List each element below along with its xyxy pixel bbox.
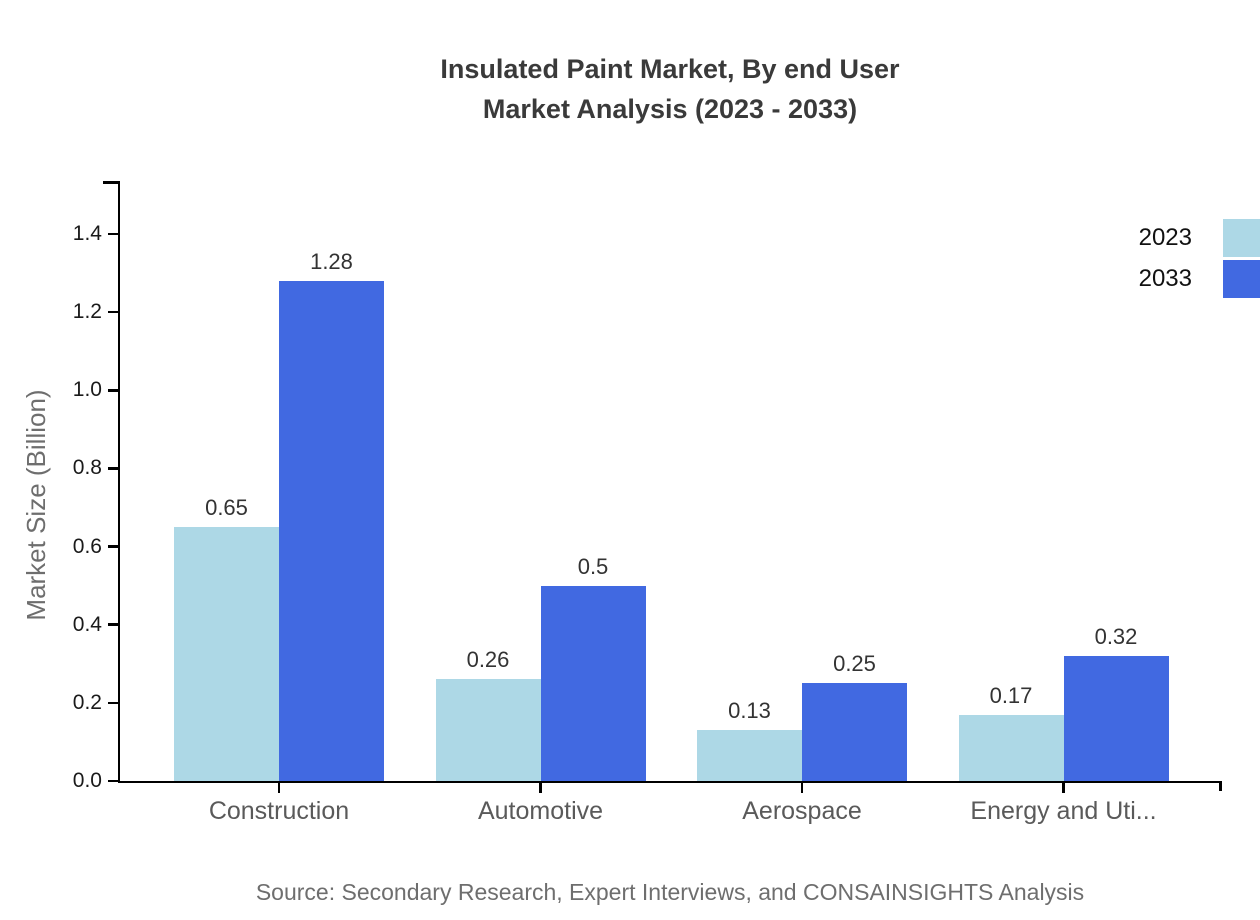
y-tick — [108, 232, 120, 236]
y-tick-label: 0.8 — [72, 456, 102, 480]
bar-2033-Energy and Uti... — [1063, 656, 1169, 781]
bar-2023-Energy and Uti... — [958, 715, 1064, 781]
legend-swatch — [1223, 219, 1260, 257]
bar-2023-Aerospace — [697, 730, 802, 781]
bar-2023-Automotive — [435, 679, 541, 781]
bar-value-label: 0.65 — [205, 495, 248, 520]
legend-swatch — [1223, 260, 1260, 298]
y-tick — [108, 701, 120, 705]
bar-value-label: 0.26 — [466, 647, 510, 672]
y-tick-label: 0.6 — [72, 534, 102, 558]
category-label: Construction — [208, 797, 350, 825]
bar-value-label: 0.32 — [1094, 624, 1138, 649]
y-axis-end-cap — [103, 181, 120, 184]
bar-value-label: 0.5 — [577, 554, 609, 579]
y-tick — [108, 310, 120, 314]
bar-value-label: 0.17 — [989, 683, 1033, 708]
category-label: Aerospace — [742, 797, 862, 825]
y-tick-label: 1.0 — [72, 378, 102, 402]
x-tick — [800, 781, 804, 793]
y-tick-label: 0.0 — [72, 769, 102, 792]
y-tick — [108, 779, 120, 783]
x-axis-end-cap — [1219, 781, 1222, 791]
bar-2033-Automotive — [540, 586, 646, 781]
source-note: Source: Secondary Research, Expert Inter… — [255, 879, 1085, 905]
bar-value-label: 1.28 — [310, 249, 353, 274]
legend-label: 2023 — [1138, 224, 1192, 251]
x-tick — [277, 781, 281, 793]
chart-title: Insulated Paint Market, By end User Mark… — [120, 49, 1220, 129]
legend-item: 2033 — [1138, 260, 1260, 298]
y-tick-label: 1.4 — [72, 222, 102, 246]
y-tick-label: 1.2 — [72, 300, 102, 324]
chart-title-line1: Insulated Paint Market, By end User — [440, 54, 900, 84]
y-tick — [108, 623, 120, 626]
legend-item: 2023 — [1138, 219, 1260, 257]
y-tick-label: 0.2 — [72, 690, 102, 714]
plot-area: 0.0 0.2 0.4 0.6 0.8 1.0 1.2 1.4 Construction Auto… — [73, 181, 1222, 825]
x-tick — [1062, 781, 1065, 793]
category-label: Energy and Uti... — [970, 797, 1157, 825]
bar-2033-Aerospace — [802, 683, 907, 781]
bar-value-label: 0.13 — [728, 698, 771, 723]
x-tick — [539, 781, 542, 793]
y-tick — [108, 467, 120, 470]
legend: 2023 2033 — [1138, 219, 1260, 301]
chart-title-line2: Market Analysis (2023 - 2033) — [482, 94, 858, 124]
category-label: Automotive — [477, 797, 604, 825]
bar-2033-Construction — [279, 281, 384, 781]
bar-value-label: 0.25 — [833, 651, 876, 676]
y-tick-label: 0.4 — [72, 612, 102, 636]
y-tick — [108, 389, 120, 392]
bar-2023-Construction — [174, 527, 279, 781]
legend-label: 2033 — [1138, 265, 1192, 292]
y-tick — [108, 545, 120, 548]
